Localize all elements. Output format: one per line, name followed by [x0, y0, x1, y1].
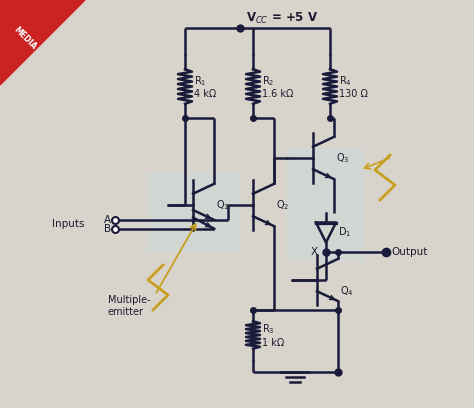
Text: R$_4$
130 Ω: R$_4$ 130 Ω	[339, 74, 368, 99]
Text: Q$_1$: Q$_1$	[216, 198, 229, 212]
Text: A: A	[104, 215, 111, 225]
Text: Inputs: Inputs	[53, 220, 85, 229]
Text: R$_1$
4 kΩ: R$_1$ 4 kΩ	[194, 74, 216, 99]
Text: Q$_4$: Q$_4$	[340, 284, 354, 298]
Text: Output: Output	[391, 247, 428, 257]
FancyBboxPatch shape	[286, 148, 365, 262]
Text: R$_3$
1 kΩ: R$_3$ 1 kΩ	[262, 322, 284, 348]
Text: X: X	[311, 247, 318, 257]
FancyBboxPatch shape	[146, 173, 240, 252]
Text: R$_2$
1.6 kΩ: R$_2$ 1.6 kΩ	[262, 74, 293, 99]
Text: V$_{CC}$ = +5 V: V$_{CC}$ = +5 V	[246, 11, 318, 26]
Text: Q$_2$: Q$_2$	[276, 198, 290, 212]
Polygon shape	[0, 0, 85, 85]
Text: B: B	[104, 224, 111, 234]
Text: MEDIA: MEDIA	[12, 25, 38, 51]
Text: Multiple-
emitter: Multiple- emitter	[108, 295, 151, 317]
Text: Q$_3$: Q$_3$	[336, 151, 350, 165]
Text: D$_1$: D$_1$	[338, 226, 351, 239]
